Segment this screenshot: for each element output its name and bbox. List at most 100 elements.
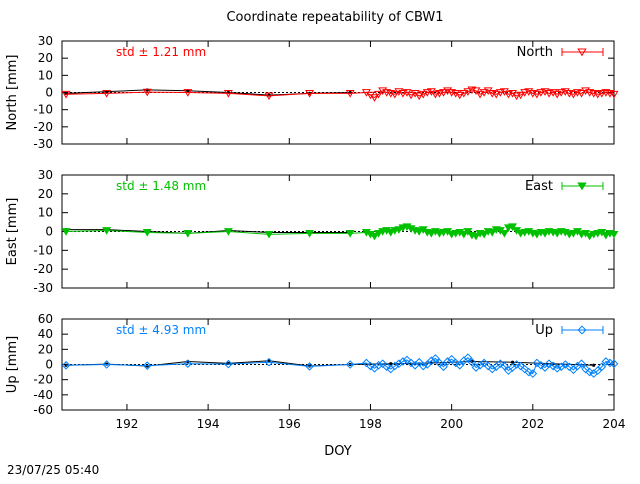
legend-marker (577, 325, 587, 335)
data-point (463, 228, 473, 236)
data-point (597, 89, 607, 98)
data-point (183, 230, 193, 238)
data-point (394, 226, 404, 234)
y-tick-label: 20 (38, 51, 53, 65)
data-point (362, 358, 371, 368)
data-point (305, 230, 315, 238)
y-tick-label: 0 (45, 86, 53, 100)
data-point (223, 89, 233, 98)
data-point (61, 90, 71, 99)
data-point (418, 361, 428, 371)
y-tick-label: 10 (38, 68, 53, 82)
data-point (536, 360, 546, 370)
data-point (183, 89, 193, 97)
data-point (475, 360, 485, 370)
data-point (422, 89, 432, 97)
data-point (516, 91, 526, 100)
data-point (593, 90, 603, 99)
data-point (418, 90, 428, 99)
data-point (378, 359, 387, 369)
data-point (512, 360, 521, 369)
y-tick-label: -30 (33, 137, 53, 151)
y-tick-label: 60 (38, 312, 53, 326)
data-point (499, 230, 509, 238)
data-point (406, 91, 416, 100)
chart-title: Coordinate repeatability of CBW1 (226, 10, 443, 25)
data-point (503, 90, 513, 99)
data-point (345, 89, 355, 98)
legend-marker (577, 48, 587, 57)
data-point (345, 360, 355, 369)
panel-east: 30 20 10 0 -10 -20 -30 East [mm] std ± 1.48 mm Ea… (5, 168, 619, 295)
y-tick-label: -40 (33, 388, 53, 402)
data-point (434, 89, 444, 98)
y-tick-label: 0 (45, 358, 53, 372)
data-point (483, 361, 493, 371)
data-point (609, 359, 619, 369)
y-tick-label: 40 (38, 327, 53, 341)
x-tick-label: 202 (521, 417, 544, 431)
y-axis-label: Up [mm] (5, 336, 20, 393)
data-point (573, 361, 582, 371)
data-point (264, 230, 274, 239)
data-point (386, 229, 396, 237)
data-point (305, 362, 314, 371)
data-point (568, 230, 578, 238)
data-point (479, 89, 489, 97)
data-point (597, 362, 607, 372)
data-point (398, 89, 408, 98)
data-point (345, 230, 355, 238)
data-point (406, 358, 416, 368)
data-point (427, 356, 436, 366)
data-point (102, 227, 112, 235)
data-point (552, 230, 562, 238)
data-point (398, 357, 408, 366)
x-axis-label: DOY (324, 444, 352, 459)
data-point (471, 363, 481, 372)
data-point (536, 89, 546, 97)
data-point (439, 362, 448, 372)
data-point (532, 358, 542, 368)
y-tick-label: 30 (38, 34, 53, 48)
data-point (402, 355, 412, 365)
std-label: std ± 1.48 mm (116, 179, 206, 193)
y-tick-label: 20 (38, 342, 53, 356)
data-point (524, 367, 534, 377)
data-point (102, 89, 112, 98)
data-point (374, 360, 383, 370)
data-point (487, 364, 497, 374)
x-tick-label: 200 (440, 417, 463, 431)
data-point (61, 360, 71, 370)
data-point (142, 229, 152, 237)
panel-north: 30 20 10 0 -10 -20 -30 North [mm] std ± 1.21 mm N… (5, 34, 619, 151)
data-point (556, 362, 566, 372)
panels-group: 30 20 10 0 -10 -20 -30 North [mm] std ± 1.21 mm N… (5, 34, 625, 459)
data-point (520, 89, 530, 97)
legend-marker (577, 182, 587, 191)
data-point (581, 364, 590, 374)
data-point (459, 230, 469, 239)
data-point (264, 357, 274, 367)
data-point (556, 89, 566, 97)
timestamp-label: 23/07/25 05:40 (7, 463, 99, 477)
data-point (585, 367, 594, 377)
data-point (414, 228, 424, 236)
data-point (223, 228, 233, 236)
data-point (585, 232, 595, 241)
data-point (609, 90, 619, 99)
data-point (142, 361, 152, 370)
data-point (443, 357, 452, 366)
y-tick-label: 30 (38, 168, 53, 182)
data-point (552, 90, 562, 99)
data-point (455, 360, 465, 370)
y-tick-label: -10 (33, 243, 53, 257)
data-point (577, 89, 587, 98)
data-point (183, 359, 193, 369)
data-point (463, 88, 473, 96)
data-point (475, 90, 485, 99)
data-point (439, 89, 449, 97)
std-label: std ± 4.93 mm (116, 323, 206, 337)
data-point (382, 362, 392, 372)
data-point (431, 354, 440, 363)
